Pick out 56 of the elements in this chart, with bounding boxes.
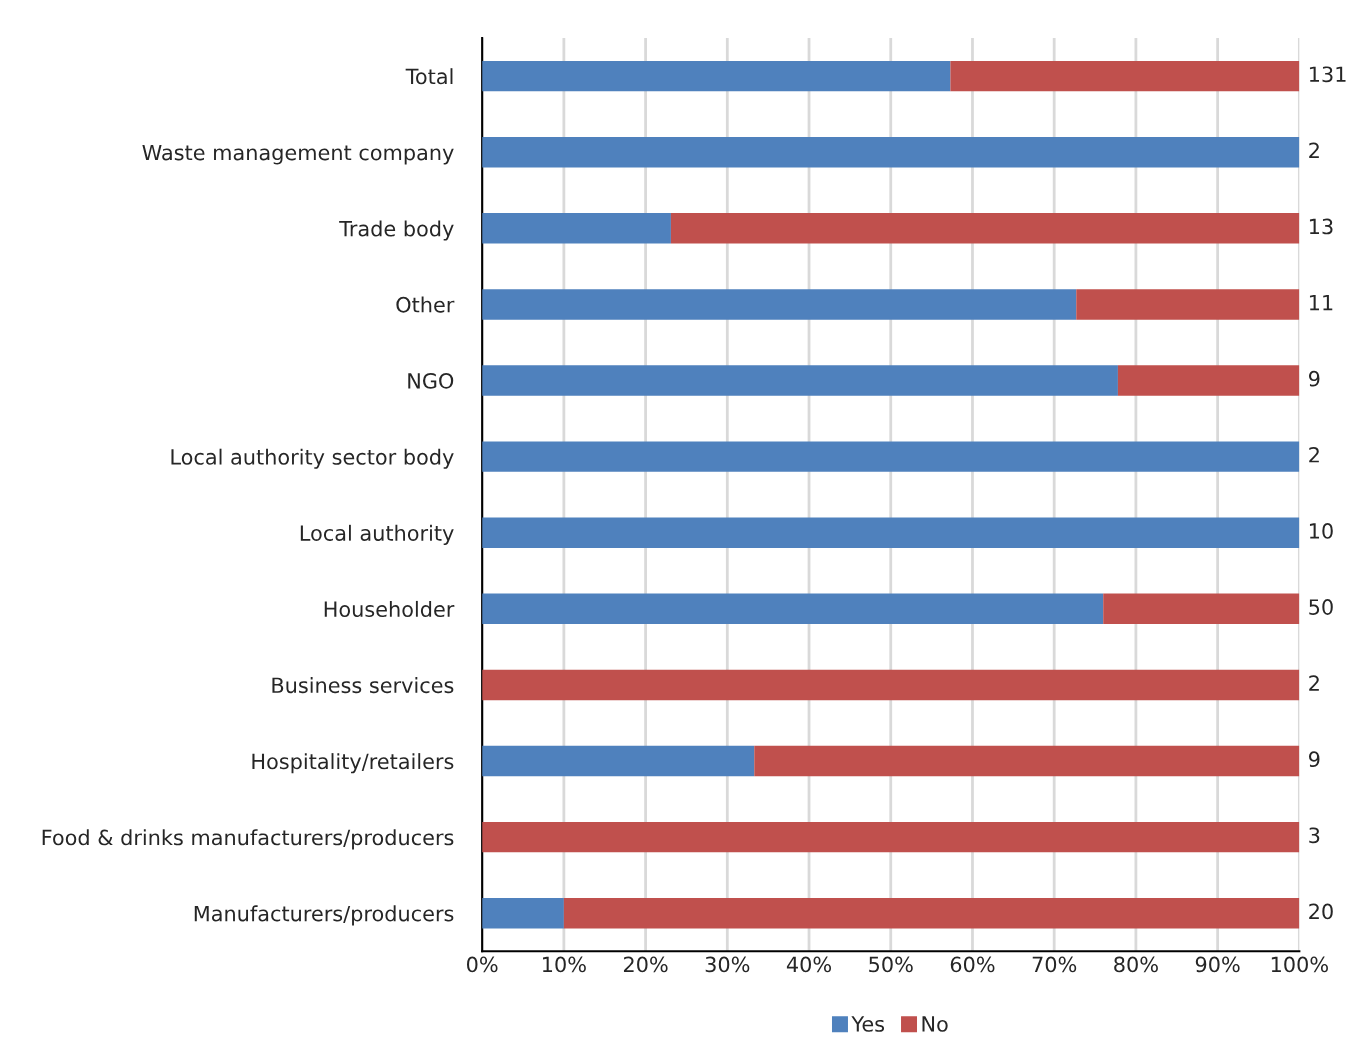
text: 20 — [1309, 903, 1333, 920]
text: 131 — [1309, 66, 1346, 83]
bar — [1103, 593, 1300, 625]
bar — [482, 593, 1104, 625]
y-tick-label: NGO — [408, 372, 454, 389]
bar — [482, 136, 1300, 168]
y-tick-label: Total — [405, 68, 453, 85]
bar — [482, 441, 1300, 472]
y-tick-label: Business services — [272, 677, 454, 694]
text: 9 — [1308, 751, 1320, 768]
bar — [1117, 365, 1300, 396]
x-tick-label: 10% — [543, 956, 586, 973]
legend-label: No — [922, 1016, 948, 1032]
x-tick-label: 100% — [1271, 956, 1328, 973]
y-tick-label: Manufacturers/producers — [194, 905, 454, 926]
text: 9 — [1308, 370, 1320, 387]
bar — [482, 898, 564, 929]
text: 3 — [1309, 827, 1320, 844]
text: 10 — [1309, 523, 1333, 539]
bar — [482, 821, 1300, 853]
bar — [563, 898, 1300, 929]
text: 2 — [1309, 675, 1319, 691]
x-tick-label: 0% — [467, 956, 498, 973]
text: 50 — [1309, 599, 1333, 615]
x-tick-label: 90% — [1195, 956, 1240, 973]
x-tick-label: 50% — [869, 956, 913, 973]
text: 2 — [1309, 446, 1319, 463]
x-tick-label: 40% — [786, 956, 832, 973]
x-tick-label: 70% — [1032, 956, 1077, 973]
bar — [670, 213, 1300, 244]
y-tick-label: Householder — [324, 600, 455, 618]
bar — [754, 745, 1300, 777]
y-tick-label: Food & drinks manufacturers/producers — [42, 829, 454, 850]
y-tick-label: Local authority sector body — [171, 448, 454, 469]
bar — [482, 213, 671, 244]
text: 2 — [1309, 142, 1319, 158]
bar — [482, 517, 1300, 548]
y-tick-label: Trade body — [339, 220, 454, 241]
y-tick-label: Other — [396, 296, 455, 313]
bar — [482, 745, 755, 777]
x-tick-label: 30% — [705, 956, 750, 973]
legend-label: Yes — [851, 1016, 885, 1032]
bar — [482, 365, 1118, 396]
x-tick-label: 80% — [1114, 956, 1158, 973]
bar — [950, 60, 1300, 92]
y-tick-label: Local authority — [300, 524, 454, 545]
bar — [482, 60, 951, 92]
bar — [482, 289, 1077, 320]
y-tick-label: Waste management company — [142, 144, 454, 165]
x-tick-label: 20% — [623, 956, 668, 973]
x-tick-label: 60% — [950, 956, 995, 973]
bar — [482, 669, 1300, 701]
text: 13 — [1309, 218, 1333, 235]
bar — [1076, 289, 1300, 320]
y-tick-label: Hospitality/retailers — [252, 753, 454, 774]
text: 11 — [1309, 294, 1333, 311]
